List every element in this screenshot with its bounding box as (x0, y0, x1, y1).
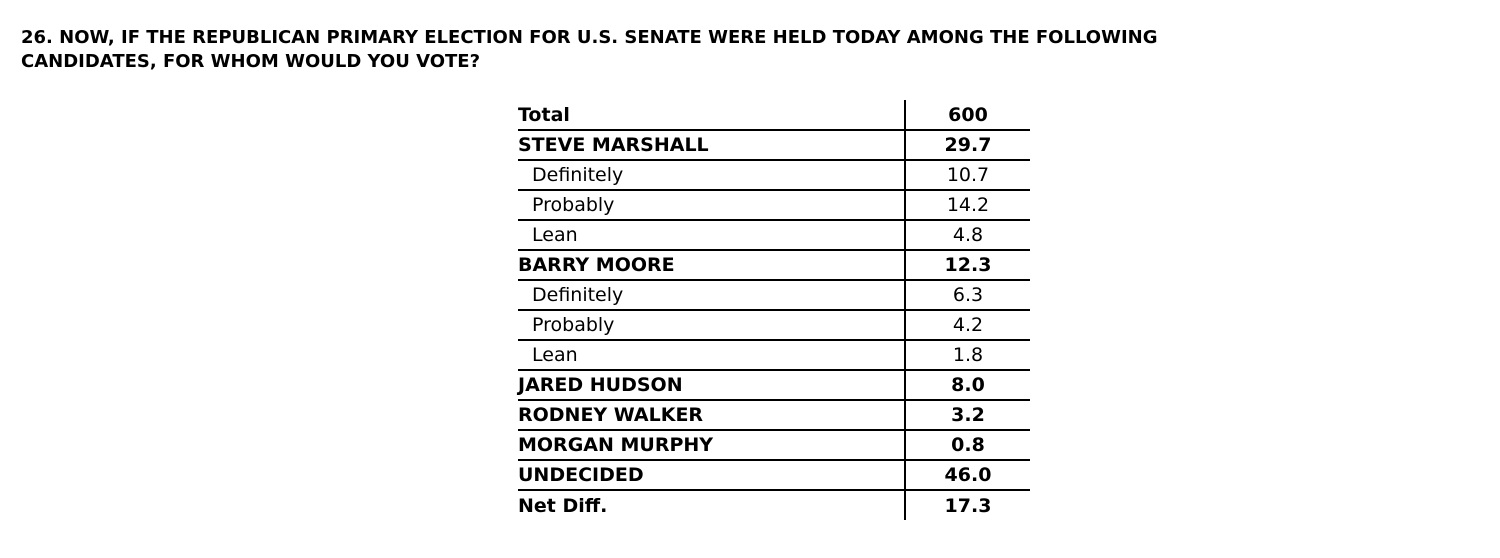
row-label: MORGAN MURPHY (518, 430, 906, 461)
row-value: 29.7 (905, 130, 1030, 161)
row-value: 46.0 (905, 460, 1030, 491)
table-row-barry-moore-lean: Lean 1.8 (518, 340, 1030, 371)
row-label: Net Diff. (518, 490, 906, 520)
table-row-steve-marshall-probably: Probably 14.2 (518, 190, 1030, 221)
row-label: Probably (518, 190, 906, 221)
row-label: STEVE MARSHALL (518, 130, 906, 161)
table-row-net-diff: Net Diff. 17.3 (518, 490, 1030, 520)
table-row-steve-marshall-lean: Lean 4.8 (518, 220, 1030, 251)
table-row-barry-moore: BARRY MOORE 12.3 (518, 250, 1030, 281)
row-label: Lean (518, 340, 906, 371)
row-label: BARRY MOORE (518, 250, 906, 281)
row-label: Definitely (518, 280, 906, 311)
table-row-steve-marshall: STEVE MARSHALL 29.7 (518, 130, 1030, 161)
table-row-barry-moore-definitely: Definitely 6.3 (518, 280, 1030, 311)
row-value: 12.3 (905, 250, 1030, 281)
row-label: RODNEY WALKER (518, 400, 906, 431)
table-row-steve-marshall-definitely: Definitely 10.7 (518, 160, 1030, 191)
row-value: 17.3 (944, 494, 992, 517)
table-row-total: Total 600 (518, 100, 1030, 131)
results-table: Total 600 STEVE MARSHALL 29.7 Definitely… (518, 100, 1030, 520)
row-label: Probably (518, 310, 906, 341)
row-label: JARED HUDSON (518, 370, 906, 401)
table-row-barry-moore-probably: Probably 4.2 (518, 310, 1030, 341)
table-row-jared-hudson: JARED HUDSON 8.0 (518, 370, 1030, 401)
table-row-morgan-murphy: MORGAN MURPHY 0.8 (518, 430, 1030, 461)
row-value: 600 (905, 100, 1030, 131)
row-value: 3.2 (905, 400, 1030, 431)
question-text: 26. NOW, IF THE REPUBLICAN PRIMARY ELECT… (21, 27, 1158, 72)
row-value: 14.2 (905, 190, 1030, 221)
table-row-undecided: UNDECIDED 46.0 (518, 460, 1030, 491)
row-value: 6.3 (905, 280, 1030, 311)
row-label: UNDECIDED (518, 460, 906, 491)
row-value: 8.0 (905, 370, 1030, 401)
row-value: 1.8 (905, 340, 1030, 371)
row-value: 4.8 (905, 220, 1030, 251)
row-value: 0.8 (905, 430, 1030, 461)
row-value: 10.7 (905, 160, 1030, 191)
table-row-rodney-walker: RODNEY WALKER 3.2 (518, 400, 1030, 431)
row-value: 4.2 (905, 310, 1030, 341)
row-label: Total (518, 100, 906, 131)
row-label: Definitely (518, 160, 906, 191)
row-label: Lean (518, 220, 906, 251)
